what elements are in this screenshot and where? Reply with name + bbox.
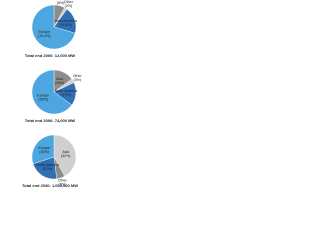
slice-value-label: (30%): [39, 150, 49, 154]
slice-label: Other: [58, 179, 68, 183]
slice-value-label: (22%): [43, 167, 53, 171]
pie-slice: [31, 4, 76, 50]
slice-label: Asia: [57, 0, 64, 1]
slice-value-label: (42%): [61, 154, 71, 158]
slice-label: Asia: [56, 77, 63, 81]
slice-value-label: (65%): [38, 97, 48, 101]
slice-label: Asia: [62, 150, 69, 154]
slice-value-label: (17%): [61, 93, 71, 97]
slice-label: Other: [64, 0, 74, 4]
slice-value-label: (6%): [59, 183, 67, 187]
chart: Asia(8%)Other(2%)North America(19.6%)Eur…: [22, 0, 83, 188]
slice-label: North America: [36, 163, 59, 167]
pie-slice: [31, 134, 55, 165]
slice-value-label: (3%): [73, 78, 81, 82]
slice-value-label: (19.6%): [59, 23, 72, 27]
slice-label: Europe: [38, 146, 50, 150]
slice-value-label: (15%): [55, 81, 65, 85]
slice-label: Europe: [39, 30, 51, 34]
slice-label: Other: [73, 74, 83, 78]
slice-label: North America: [55, 89, 78, 93]
chart-title: Total end 2030: 1,000,000 MW: [22, 183, 78, 188]
slice-label: North America: [54, 19, 77, 23]
pie-slice: [53, 134, 77, 177]
slice-value-label: (8%): [57, 1, 65, 5]
slice-label: Europe: [37, 93, 49, 97]
chart-title: Total end 2006: 74,000 MW: [25, 118, 76, 123]
slice-value-label: (70.4%): [38, 34, 51, 38]
slice-value-label: (2%): [65, 4, 73, 8]
pie-slice: [31, 69, 73, 115]
chart-title: Total end 2000: 12,000 MW: [25, 53, 76, 58]
